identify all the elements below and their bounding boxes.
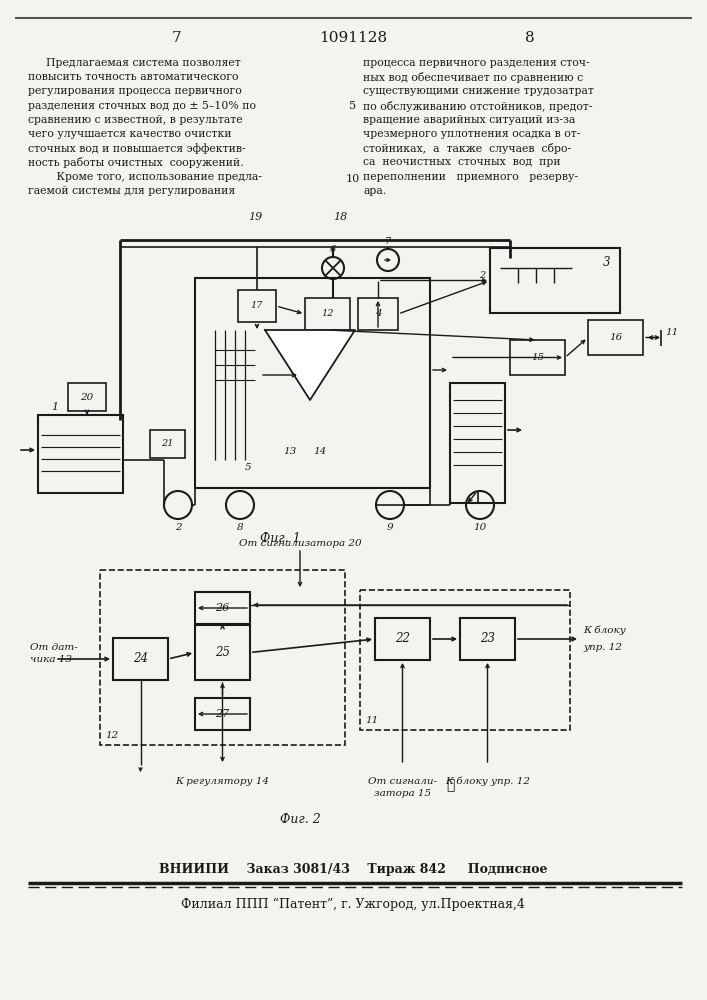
Text: стойниках,  а  также  случаев  сбро-: стойниках, а также случаев сбро-: [363, 143, 571, 154]
Text: 13: 13: [284, 448, 297, 456]
Text: процесса первичного разделения сточ-: процесса первичного разделения сточ-: [363, 58, 590, 68]
Text: 4: 4: [375, 310, 381, 318]
Text: чрезмерного уплотнения осадка в от-: чрезмерного уплотнения осадка в от-: [363, 129, 580, 139]
Bar: [195, 625, 250, 680]
Text: Филиал ППП “Патент”, г. Ужгород, ул.Проектная,4: Филиал ППП “Патент”, г. Ужгород, ул.Прое…: [181, 898, 525, 911]
Polygon shape: [265, 330, 355, 400]
Text: упр. 12: упр. 12: [583, 643, 622, 652]
Text: 6: 6: [330, 245, 336, 254]
Text: чика 13: чика 13: [30, 655, 72, 664]
Text: К регулятору 14: К регулятору 14: [175, 777, 269, 786]
Bar: [358, 298, 398, 330]
Text: разделения сточных вод до ± 5–10% по: разделения сточных вод до ± 5–10% по: [28, 101, 256, 111]
Text: са  неочистных  сточных  вод  при: са неочистных сточных вод при: [363, 157, 561, 167]
Text: 17: 17: [251, 302, 263, 310]
Text: 14: 14: [313, 448, 327, 456]
Text: 8: 8: [237, 523, 243, 532]
Text: 23: 23: [480, 633, 495, 646]
Text: 11: 11: [365, 716, 378, 725]
Text: 18: 18: [333, 212, 347, 222]
Text: Фиг. 1: Фиг. 1: [259, 532, 300, 545]
Text: От сигнали-: От сигнали-: [368, 777, 437, 786]
Text: ара.: ара.: [363, 186, 386, 196]
Bar: [113, 638, 168, 680]
Text: 2: 2: [175, 523, 181, 532]
Text: Предлагаемая система позволяет: Предлагаемая система позволяет: [46, 58, 241, 68]
Text: 20: 20: [81, 392, 93, 401]
Text: 27: 27: [216, 709, 230, 719]
Text: ность работы очистных  сооружений.: ность работы очистных сооружений.: [28, 157, 244, 168]
Text: затора 15: затора 15: [374, 789, 431, 798]
Text: 3: 3: [602, 256, 610, 269]
Text: 1091128: 1091128: [319, 31, 387, 45]
Bar: [450, 383, 505, 503]
Text: От дат-: От дат-: [30, 643, 78, 652]
Bar: [150, 430, 185, 458]
Text: 5: 5: [349, 101, 356, 111]
Bar: [375, 618, 430, 660]
Text: 22: 22: [395, 633, 410, 646]
Bar: [510, 340, 565, 375]
Text: регулирования процесса первичного: регулирования процесса первичного: [28, 86, 242, 96]
Text: существующими снижение трудозатрат: существующими снижение трудозатрат: [363, 86, 594, 96]
Text: 11: 11: [665, 328, 678, 337]
Bar: [238, 290, 276, 322]
Bar: [100, 570, 345, 745]
Bar: [195, 698, 250, 730]
Text: сточных вод и повышается эффектив-: сточных вод и повышается эффектив-: [28, 143, 245, 154]
Text: 26: 26: [216, 603, 230, 613]
Text: К блоку упр. 12: К блоку упр. 12: [445, 777, 530, 786]
Bar: [195, 592, 250, 624]
Text: 16: 16: [609, 333, 622, 342]
Text: 7: 7: [385, 237, 391, 246]
Text: 10: 10: [346, 174, 360, 184]
Text: сравнению с известной, в результате: сравнению с известной, в результате: [28, 115, 243, 125]
Text: ных вод обеспечивает по сравнению с: ных вод обеспечивает по сравнению с: [363, 72, 583, 83]
Bar: [360, 590, 570, 730]
Text: 10: 10: [474, 523, 486, 532]
Bar: [460, 618, 515, 660]
Text: 〈: 〈: [447, 778, 455, 792]
Text: 8: 8: [525, 31, 534, 45]
Text: Кроме того, использование предла-: Кроме того, использование предла-: [46, 172, 262, 182]
Bar: [38, 415, 123, 493]
Text: вращение аварийных ситуаций из-за: вращение аварийных ситуаций из-за: [363, 115, 575, 125]
Text: К блоку: К блоку: [583, 626, 626, 635]
Text: 12: 12: [321, 310, 334, 318]
Text: 21: 21: [161, 440, 174, 448]
Text: 12: 12: [105, 731, 118, 740]
Text: 7: 7: [173, 31, 182, 45]
Text: по обслуживанию отстойников, предот-: по обслуживанию отстойников, предот-: [363, 101, 592, 112]
Text: 9: 9: [387, 523, 393, 532]
Text: 25: 25: [215, 646, 230, 659]
Text: 1: 1: [52, 402, 59, 412]
Text: 24: 24: [133, 652, 148, 666]
Text: гаемой системы для регулирования: гаемой системы для регулирования: [28, 186, 235, 196]
Text: 2: 2: [479, 271, 485, 280]
Text: 5: 5: [245, 464, 251, 473]
Bar: [305, 298, 350, 330]
Bar: [490, 248, 620, 313]
Text: ВНИИПИ    Заказ 3081/43    Тираж 842     Подписное: ВНИИПИ Заказ 3081/43 Тираж 842 Подписное: [159, 863, 547, 876]
Bar: [195, 278, 430, 488]
Text: От сигнализатора 20: От сигнализатора 20: [239, 539, 361, 548]
Text: чего улучшается качество очистки: чего улучшается качество очистки: [28, 129, 232, 139]
Bar: [588, 320, 643, 355]
Bar: [68, 383, 106, 411]
Text: 19: 19: [248, 212, 262, 222]
Text: 15: 15: [531, 353, 544, 362]
Text: переполнении   приемного   резерву-: переполнении приемного резерву-: [363, 172, 578, 182]
Text: Фиг. 2: Фиг. 2: [280, 813, 320, 826]
Text: повысить точность автоматического: повысить точность автоматического: [28, 72, 238, 82]
